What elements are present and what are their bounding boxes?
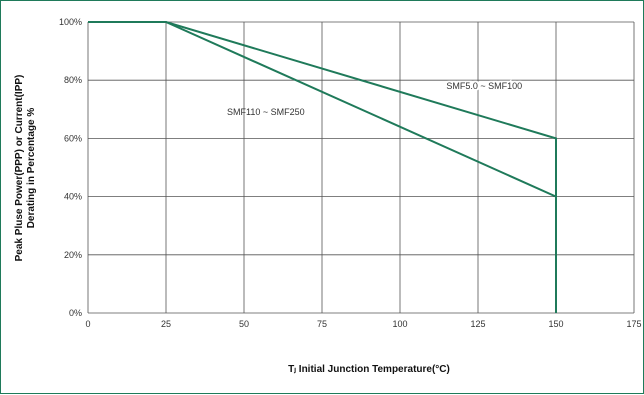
y-tick-label: 60% bbox=[64, 133, 82, 143]
x-tick-label: 150 bbox=[548, 319, 563, 329]
x-tick-label: 25 bbox=[161, 319, 171, 329]
series-label-smf110-smf250: SMF110 ~ SMF250 bbox=[227, 107, 305, 117]
y-axis-title: Peak Pluse Power(PPP) or Current(IPP) De… bbox=[14, 75, 37, 262]
x-tick-label: 175 bbox=[626, 319, 641, 329]
series-label-smf5-smf100: SMF5.0 ~ SMF100 bbox=[446, 81, 522, 91]
x-axis-title: Tⱼ Initial Junction Temperature(°C) bbox=[288, 364, 450, 375]
y-axis-title-line-1: Peak Pluse Power(PPP) or Current(IPP) bbox=[14, 75, 25, 262]
y-tick-label: 0% bbox=[69, 308, 82, 318]
x-tick-label: 0 bbox=[85, 319, 90, 329]
grid bbox=[87, 21, 635, 314]
tick-labels: 0 25 50 75 100 125 150 175 0% 20% 40% 60% 80% 100% bbox=[59, 17, 642, 329]
y-tick-label: 80% bbox=[64, 75, 82, 85]
y-axis-title-line-2: Derating in Percentage % bbox=[26, 108, 37, 229]
y-tick-label: 40% bbox=[64, 192, 82, 202]
x-tick-label: 125 bbox=[470, 319, 485, 329]
x-tick-label: 75 bbox=[317, 319, 327, 329]
series-line-2 bbox=[165, 21, 557, 313]
x-tick-label: 100 bbox=[392, 319, 407, 329]
x-tick-label: 50 bbox=[239, 319, 249, 329]
y-tick-label: 100% bbox=[59, 17, 82, 27]
y-tick-label: 20% bbox=[64, 250, 82, 260]
series-lines bbox=[88, 21, 557, 313]
